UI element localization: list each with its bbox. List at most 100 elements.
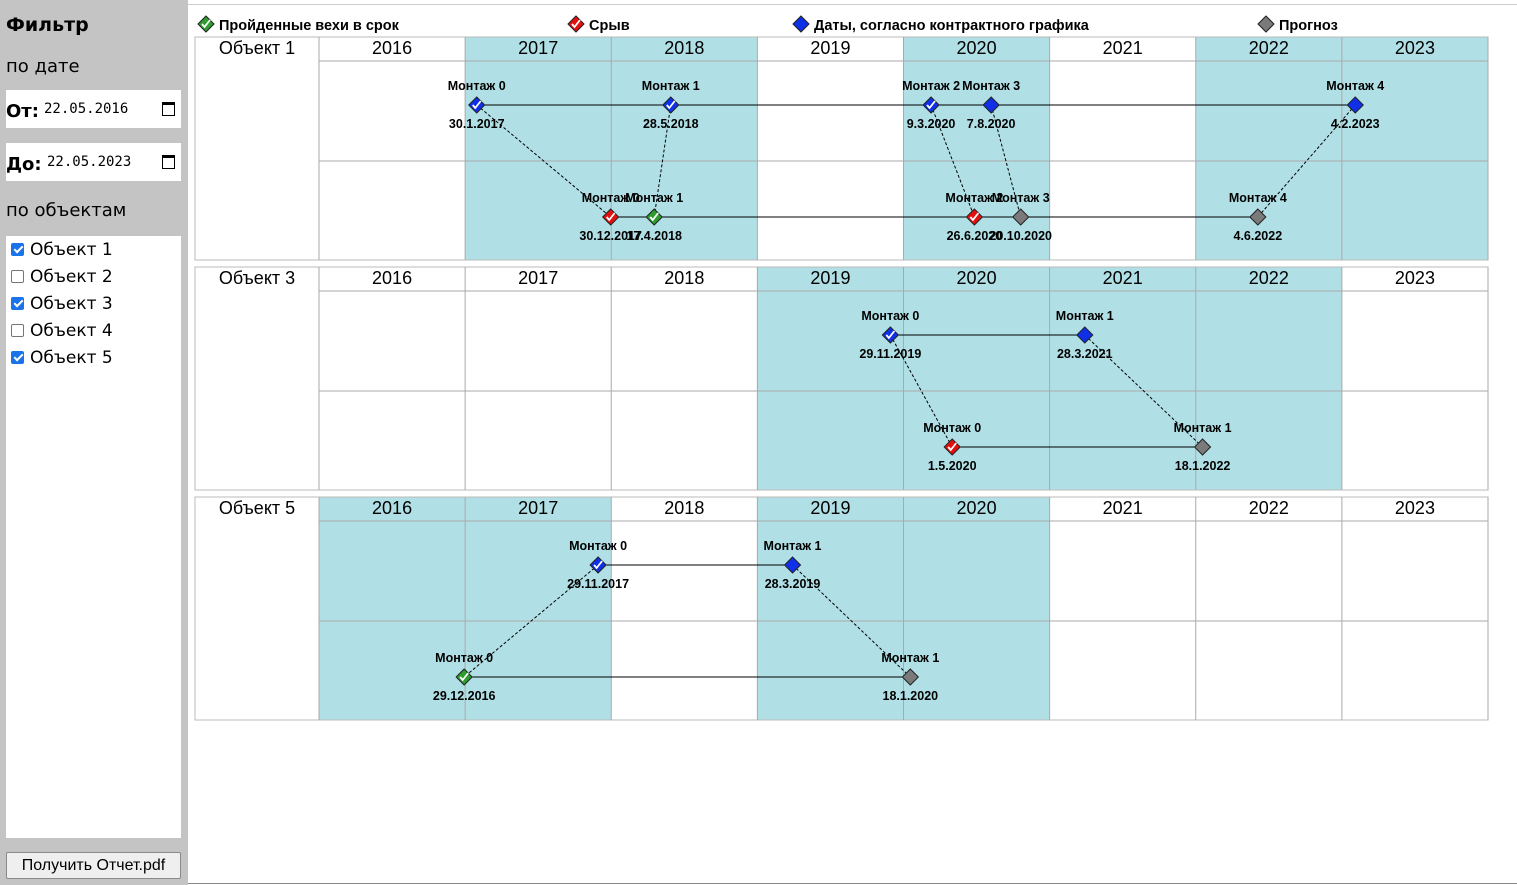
year-label: 2022 bbox=[1249, 498, 1289, 518]
year-label: 2023 bbox=[1395, 268, 1435, 288]
objects-filter-label: по объектам bbox=[6, 200, 127, 221]
milestone-icon bbox=[662, 96, 680, 114]
milestone-link bbox=[653, 104, 672, 218]
legend-marker-icon bbox=[1257, 15, 1275, 33]
milestone-icon bbox=[922, 96, 940, 114]
year-highlight bbox=[611, 37, 758, 260]
milestone-name: Монтаж 4 bbox=[1326, 79, 1384, 93]
milestone-name: Монтаж 4 bbox=[1229, 191, 1287, 205]
milestone-icon bbox=[455, 668, 473, 686]
milestone-name: Монтаж 1 bbox=[642, 79, 700, 93]
calendar-icon[interactable] bbox=[162, 155, 175, 169]
year-label: 2021 bbox=[1103, 38, 1143, 58]
object-checkbox-item[interactable]: Объект 5 bbox=[11, 347, 113, 369]
divider bbox=[188, 883, 1517, 884]
year-highlight bbox=[1195, 267, 1342, 490]
year-highlight bbox=[903, 267, 1050, 490]
date-filter-label: по дате bbox=[6, 56, 80, 77]
milestone-date: 30.12.2017 bbox=[579, 229, 642, 243]
get-report-button[interactable]: Получить Отчет.pdf bbox=[6, 852, 181, 879]
milestone-name: Монтаж 0 bbox=[569, 539, 627, 553]
calendar-icon[interactable] bbox=[162, 102, 175, 116]
date-from-field[interactable]: От: 22.05.2016 bbox=[6, 90, 181, 128]
diamond-marker bbox=[792, 15, 810, 33]
year-highlight bbox=[757, 267, 904, 490]
year-highlight bbox=[757, 497, 904, 720]
object-checkbox-item[interactable]: Объект 2 bbox=[11, 266, 113, 288]
milestone-name: Монтаж 1 bbox=[1056, 309, 1114, 323]
milestone-name: Монтаж 0 bbox=[861, 309, 919, 323]
object-title: Объект 1 bbox=[219, 38, 295, 58]
diamond-marker bbox=[982, 96, 1000, 114]
legend-marker-icon bbox=[567, 15, 585, 33]
year-label: 2023 bbox=[1395, 38, 1435, 58]
milestone-link bbox=[889, 334, 953, 448]
year-highlight bbox=[465, 497, 612, 720]
checkbox[interactable] bbox=[11, 243, 24, 256]
object-label: Объект 2 bbox=[30, 267, 113, 287]
check-icon bbox=[969, 212, 980, 222]
year-label: 2020 bbox=[957, 498, 997, 518]
milestone-date: 29.11.2019 bbox=[859, 347, 921, 361]
milestone-name: Монтаж 0 bbox=[435, 651, 493, 665]
milestone-icon bbox=[1249, 208, 1267, 226]
checkbox[interactable] bbox=[11, 351, 24, 364]
year-label: 2017 bbox=[518, 268, 558, 288]
year-highlight bbox=[903, 497, 1050, 720]
milestone-date: 7.8.2020 bbox=[967, 117, 1016, 131]
milestone-name: Монтаж 0 bbox=[582, 191, 640, 205]
milestone-name: Монтаж 0 bbox=[448, 79, 506, 93]
milestone-name: Монтаж 3 bbox=[962, 79, 1020, 93]
milestone-date: 29.12.2016 bbox=[433, 689, 496, 703]
legend-marker-icon bbox=[197, 15, 215, 33]
milestone-date: 20.10.2020 bbox=[989, 229, 1052, 243]
object-label: Объект 3 bbox=[30, 294, 113, 314]
milestone-name: Монтаж 0 bbox=[923, 421, 981, 435]
milestone-date: 28.3.2021 bbox=[1057, 347, 1113, 361]
object-checkbox-item[interactable]: Объект 3 bbox=[11, 293, 113, 315]
diamond-marker bbox=[1193, 438, 1212, 456]
object-label: Объект 5 bbox=[30, 348, 113, 368]
timeline-panels: Объект 1 2016 2017 2018 2019 2020 2021 2022 2023… bbox=[194, 36, 1489, 721]
date-to-value[interactable]: 22.05.2023 bbox=[47, 154, 132, 170]
checkbox[interactable] bbox=[11, 297, 24, 310]
object-title: Объект 3 bbox=[219, 268, 295, 288]
milestone-name: Монтаж 1 bbox=[881, 651, 939, 665]
year-highlight bbox=[465, 37, 612, 260]
milestone-name: Монтаж 2 bbox=[902, 79, 960, 93]
check-icon bbox=[571, 19, 581, 29]
year-label: 2022 bbox=[1249, 38, 1289, 58]
check-icon bbox=[666, 100, 676, 110]
date-from-value[interactable]: 22.05.2016 bbox=[44, 101, 129, 117]
legend-label: Прогноз bbox=[1279, 18, 1338, 34]
check-icon bbox=[649, 212, 659, 222]
year-label: 2020 bbox=[957, 38, 997, 58]
check-icon bbox=[605, 212, 616, 222]
check-icon bbox=[926, 100, 936, 110]
milestone-name: Монтаж 1 bbox=[764, 539, 822, 553]
check-icon bbox=[885, 330, 896, 340]
milestone-date: 28.3.2019 bbox=[765, 577, 821, 591]
year-highlight bbox=[1195, 37, 1342, 260]
milestone-link bbox=[990, 104, 1022, 218]
object-checkbox-item[interactable]: Объект 4 bbox=[11, 320, 113, 342]
year-label: 2022 bbox=[1249, 268, 1289, 288]
milestone-name: Монтаж 1 bbox=[625, 191, 683, 205]
diamond-marker bbox=[1011, 208, 1030, 226]
milestone-link bbox=[476, 104, 612, 218]
diamond-marker bbox=[1076, 326, 1094, 344]
legend-label: Пройденные вехи в срок bbox=[219, 18, 400, 34]
milestone-link bbox=[463, 564, 599, 678]
milestone-icon bbox=[1076, 326, 1094, 344]
object-checkbox-item[interactable]: Объект 1 bbox=[11, 239, 113, 261]
checkbox[interactable] bbox=[11, 324, 24, 337]
year-label: 2018 bbox=[664, 268, 704, 288]
date-to-field[interactable]: До: 22.05.2023 bbox=[6, 143, 181, 181]
milestone-date: 4.6.2022 bbox=[1234, 229, 1283, 243]
milestone-link bbox=[930, 104, 975, 218]
checkbox[interactable] bbox=[11, 270, 24, 283]
milestone-date: 18.1.2022 bbox=[1175, 459, 1231, 473]
milestone-icon bbox=[1193, 438, 1212, 456]
year-label: 2019 bbox=[810, 38, 850, 58]
milestone-icon bbox=[982, 96, 1000, 114]
